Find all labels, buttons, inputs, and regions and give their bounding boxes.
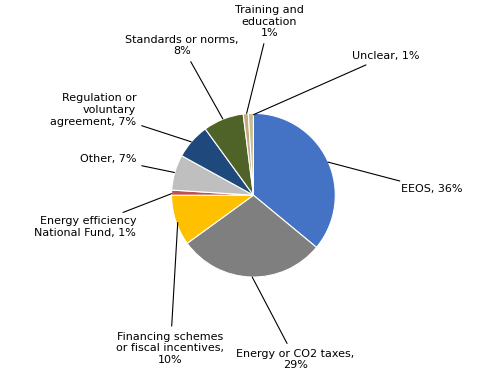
Text: Energy or CO2 taxes,
29%: Energy or CO2 taxes, 29% xyxy=(236,277,354,370)
Wedge shape xyxy=(182,129,254,195)
Wedge shape xyxy=(206,114,254,195)
Wedge shape xyxy=(254,113,336,247)
Wedge shape xyxy=(187,195,316,277)
Text: EEOS, 36%: EEOS, 36% xyxy=(328,162,462,194)
Wedge shape xyxy=(172,190,254,195)
Wedge shape xyxy=(172,156,254,195)
Wedge shape xyxy=(248,113,254,195)
Text: Unclear, 1%: Unclear, 1% xyxy=(254,51,420,115)
Wedge shape xyxy=(172,195,254,243)
Text: Energy efficiency
National Fund, 1%: Energy efficiency National Fund, 1% xyxy=(34,194,172,238)
Text: Financing schemes
or fiscal incentives,
10%: Financing schemes or fiscal incentives, … xyxy=(116,222,224,365)
Text: Standards or norms,
8%: Standards or norms, 8% xyxy=(125,35,238,119)
Wedge shape xyxy=(243,113,254,195)
Text: Training and
education
1%: Training and education 1% xyxy=(235,5,304,113)
Text: Other, 7%: Other, 7% xyxy=(80,154,174,172)
Text: Regulation or
voluntary
agreement, 7%: Regulation or voluntary agreement, 7% xyxy=(50,93,191,142)
